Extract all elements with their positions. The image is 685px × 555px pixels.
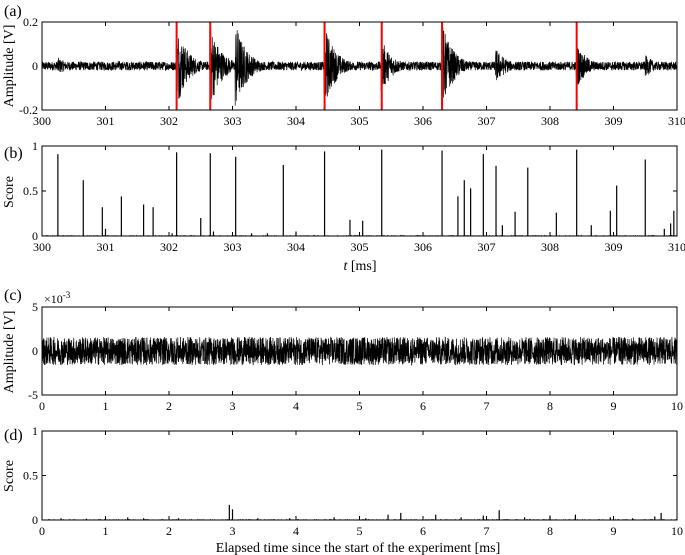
panel-c-xtick-label: 1 bbox=[103, 399, 109, 413]
panel-a-xtick-label: 307 bbox=[478, 114, 496, 128]
panel-b-ylabel: Score bbox=[2, 176, 17, 208]
panel-a-ylabel: Amplitude [V] bbox=[2, 25, 17, 108]
panel-c-multiplier-exp: -3 bbox=[63, 290, 71, 300]
panel-d-xtick-label: 9 bbox=[611, 524, 617, 538]
panel-a-xtick-label: 304 bbox=[287, 114, 305, 128]
panel-a: (a) Amplitude [V] 300 301 302 303 304 305 306 3… bbox=[2, 3, 685, 128]
panel-a-frame bbox=[41, 21, 678, 111]
panel-b: (b) Score 300 301 302 303 304 305 306 307 308 309… bbox=[2, 139, 685, 274]
panel-a-xtick-label: 310 bbox=[668, 114, 685, 128]
panel-c-xtick-label: 10 bbox=[671, 399, 683, 413]
panel-a-ytick-label: 0.2 bbox=[23, 15, 38, 29]
panel-d-ylabel: Score bbox=[2, 460, 17, 492]
panel-c: (c) Amplitude [V] ×10-3 0 1 2 3 4 5 6 7 8 9 10-505 bbox=[2, 287, 683, 413]
panel-b-label: (b) bbox=[4, 145, 23, 162]
panel-a-label: (a) bbox=[4, 3, 22, 20]
panel-c-multiplier: ×10-3 bbox=[44, 290, 71, 306]
panel-a-xtick-label: 302 bbox=[160, 114, 178, 128]
panel-c-label: (c) bbox=[4, 287, 22, 304]
panel-b-xlabel-var: t bbox=[343, 259, 348, 274]
panel-d-xtick-label: 1 bbox=[103, 524, 109, 538]
panel-a-xtick-label: 301 bbox=[97, 114, 115, 128]
panel-a-xtick-label: 306 bbox=[414, 114, 432, 128]
panel-c-xtick-label: 7 bbox=[484, 399, 490, 413]
panel-a-signal-line bbox=[41, 24, 678, 106]
panel-a-xtick-label: 309 bbox=[605, 114, 623, 128]
panel-b-xtick-label: 309 bbox=[605, 240, 623, 254]
panel-b-xtick-label: 310 bbox=[668, 240, 685, 254]
panel-c-ytick-label: -5 bbox=[28, 388, 38, 402]
panel-d-xtick-label: 0 bbox=[39, 524, 45, 538]
panel-d-xtick-label: 4 bbox=[293, 524, 299, 538]
panel-b-xlabel-unit: [ms] bbox=[347, 259, 376, 274]
panel-d-ytick-label: 0 bbox=[32, 513, 38, 527]
panel-c-frame bbox=[41, 306, 678, 396]
panel-d-xtick-label: 3 bbox=[230, 524, 236, 538]
panel-b-frame bbox=[41, 145, 678, 237]
panel-c-xtick-label: 3 bbox=[230, 399, 236, 413]
panel-a-plot: 300 301 302 303 304 305 306 307 308 309 310 -0.2 0 0.… bbox=[19, 15, 685, 128]
panel-a-xtick-label: 305 bbox=[351, 114, 369, 128]
panel-c-ytick-label: 0 bbox=[32, 344, 38, 358]
panel-c-xtick-label: 4 bbox=[293, 399, 299, 413]
panel-c-xtick-label: 6 bbox=[420, 399, 426, 413]
panel-b-xtick-label: 308 bbox=[541, 240, 559, 254]
panel-c-ylabel: Amplitude [V] bbox=[2, 311, 17, 394]
panel-d-xtick-label: 7 bbox=[484, 524, 490, 538]
panel-d-frame bbox=[41, 430, 678, 521]
panel-c-xtick-label: 9 bbox=[611, 399, 617, 413]
panel-c-xtick-label: 0 bbox=[39, 399, 45, 413]
panel-b-plot: 300 301 302 303 304 305 306 307 308 309 310 0 0.5 1 bbox=[23, 139, 685, 254]
panel-d-xtick-label: 8 bbox=[547, 524, 553, 538]
panel-d-xtick-label: 5 bbox=[357, 524, 363, 538]
panel-b-xtick-label: 300 bbox=[33, 240, 51, 254]
panel-b-xtick-label: 307 bbox=[478, 240, 496, 254]
panel-c-xtick-label: 8 bbox=[547, 399, 553, 413]
panel-c-xtick-label: 5 bbox=[357, 399, 363, 413]
panel-d-plot: 0 1 2 3 4 5 6 7 8 9 10 0 0.5 1 bbox=[23, 424, 683, 538]
panel-d-xtick-label: 10 bbox=[671, 524, 683, 538]
panel-b-xtick-label: 306 bbox=[414, 240, 432, 254]
panel-c-multiplier-base: ×10 bbox=[44, 292, 63, 306]
panel-b-ytick-label: 1 bbox=[32, 139, 38, 153]
panel-d-ytick-label: 1 bbox=[32, 424, 38, 438]
panel-d-ytick-label: 0.5 bbox=[23, 469, 38, 483]
panel-d-xtick-label: 6 bbox=[420, 524, 426, 538]
panel-c-signal-line bbox=[41, 336, 678, 366]
panel-b-xtick-label: 304 bbox=[287, 240, 305, 254]
panel-c-ytick-label: 5 bbox=[32, 300, 38, 314]
panel-d-xlabel: Elapsed time since the start of the expe… bbox=[216, 541, 501, 555]
panel-a-ytick-label: 0 bbox=[32, 59, 38, 73]
panel-b-xtick-label: 305 bbox=[351, 240, 369, 254]
panel-d: (d) Score 0 1 2 3 4 5 6 7 8 9 10 0 0.5 1 Elapsed time… bbox=[2, 424, 683, 555]
panel-a-xtick-label: 303 bbox=[224, 114, 242, 128]
panel-b-xtick-label: 303 bbox=[224, 240, 242, 254]
panel-b-xtick-label: 301 bbox=[97, 240, 115, 254]
panel-b-xlabel: t [ms] bbox=[343, 259, 376, 274]
panel-c-plot: 0 1 2 3 4 5 6 7 8 9 10-505 bbox=[28, 300, 683, 413]
panel-a-xtick-label: 300 bbox=[33, 114, 51, 128]
panel-c-xtick-label: 2 bbox=[166, 399, 172, 413]
panel-b-xtick-label: 302 bbox=[160, 240, 178, 254]
panel-a-xtick-label: 308 bbox=[541, 114, 559, 128]
panel-b-ytick-label: 0.5 bbox=[23, 184, 38, 198]
panel-d-xtick-label: 2 bbox=[166, 524, 172, 538]
panel-d-label: (d) bbox=[4, 427, 23, 444]
panel-b-ytick-label: 0 bbox=[32, 229, 38, 243]
panel-a-ytick-label: -0.2 bbox=[19, 103, 38, 117]
